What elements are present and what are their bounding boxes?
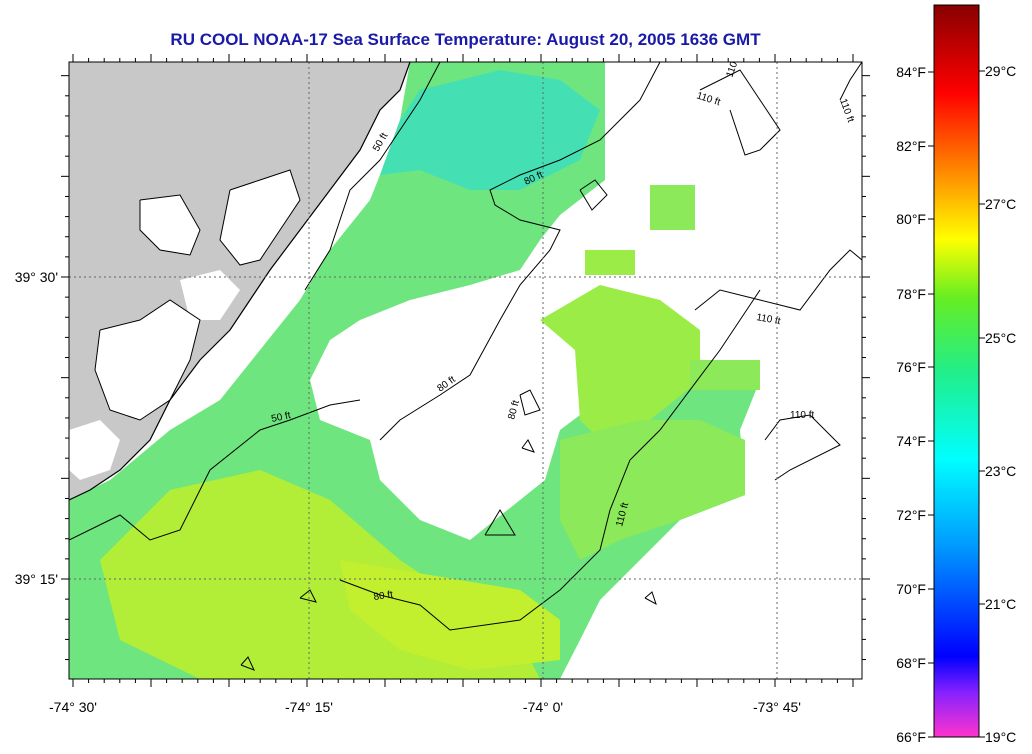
- contour-80ft-main: [339, 289, 761, 631]
- contour-80ft-upper: [379, 62, 661, 441]
- cb-f-label-84: 84°F: [896, 64, 926, 80]
- contour-ring-c: [240, 656, 255, 671]
- lon-label-74-30: -74° 30': [49, 699, 97, 715]
- sst-south-warm: [340, 560, 560, 670]
- cb-c-label-27: 27°C: [985, 196, 1016, 212]
- lon-label-74-15: -74° 15': [285, 699, 333, 715]
- cb-f-label-70: 70°F: [896, 581, 926, 597]
- colorbar-celsius-labels: 29°C 27°C 25°C 23°C 21°C 19°C: [985, 63, 1016, 745]
- bay-outline-c: [94, 299, 201, 421]
- cb-f-label-74: 74°F: [896, 433, 926, 449]
- contour-label-50-b: 50 ft: [270, 410, 292, 425]
- contour-80ft-small: [519, 389, 541, 416]
- cb-f-label-78: 78°F: [896, 286, 926, 302]
- axis-ticks: [61, 54, 870, 687]
- cb-f-label-76: 76°F: [896, 359, 926, 375]
- lat-label-39-30: 39° 30': [15, 269, 58, 285]
- cb-f-label-66: 66°F: [896, 729, 926, 745]
- cb-c-label-29: 29°C: [985, 63, 1016, 79]
- plot-frame: [68, 61, 863, 680]
- sst-cool-nearshore: [380, 70, 600, 190]
- lon-label-74-00: -74° 0': [523, 699, 563, 715]
- cb-f-label-72: 72°F: [896, 507, 926, 523]
- cb-f-label-80: 80°F: [896, 211, 926, 227]
- colorbar-fahrenheit-labels: 84°F 82°F 80°F 78°F 76°F 74°F 72°F 70°F …: [896, 64, 926, 745]
- bay-outline-b: [139, 194, 201, 256]
- map-plot-area: 50 ft 50 ft 80 ft 80 ft 80 ft 80 ft 110 …: [69, 62, 862, 679]
- contour-50ft-north: [304, 62, 441, 291]
- contour-ring-e: [521, 439, 535, 453]
- contour-label-80-d: 80 ft: [373, 589, 394, 603]
- sst-small-patch-a: [650, 185, 695, 230]
- contour-110ft-east: [694, 249, 862, 311]
- depth-contours: [69, 62, 862, 671]
- cb-f-label-68: 68°F: [896, 655, 926, 671]
- contour-label-80-c: 80 ft: [506, 399, 522, 421]
- contour-110ft-ne: [699, 69, 781, 156]
- colorbar-gradient: [934, 5, 979, 737]
- colorbar: 84°F 82°F 80°F 78°F 76°F 74°F 72°F 70°F …: [896, 4, 1016, 745]
- cb-f-label-82: 82°F: [896, 138, 926, 154]
- sst-small-patch-c: [585, 250, 635, 275]
- bay-outline-a: [219, 169, 301, 266]
- contour-ring-a: [579, 179, 608, 211]
- colorbar-frame: [933, 4, 980, 738]
- map-title: RU COOL NOAA-17 Sea Surface Temperature:…: [170, 30, 761, 49]
- sst-east-patch: [540, 285, 700, 440]
- cb-c-label-19: 19°C: [985, 729, 1016, 745]
- cb-c-label-25: 25°C: [985, 330, 1016, 346]
- bays-water: [69, 170, 300, 480]
- graticule: [69, 62, 862, 679]
- sst-small-patch-b: [690, 360, 760, 390]
- contour-label-110-d: 110 ft: [755, 312, 781, 327]
- contour-label-110-e: 110 ft: [790, 410, 814, 421]
- cb-c-label-21: 21°C: [985, 596, 1016, 612]
- contour-ring-b: [299, 589, 317, 603]
- contour-ring-d: [644, 591, 657, 606]
- contour-110ft-nne: [839, 62, 862, 101]
- lat-label-39-15: 39° 15': [15, 571, 58, 587]
- coastline: [69, 62, 411, 501]
- colorbar-ticks: [928, 70, 985, 738]
- lon-label-73-45: -73° 45': [753, 699, 801, 715]
- contour-110ft-small: [484, 509, 516, 536]
- cb-c-label-23: 23°C: [985, 463, 1016, 479]
- contour-50ft-south: [69, 399, 361, 541]
